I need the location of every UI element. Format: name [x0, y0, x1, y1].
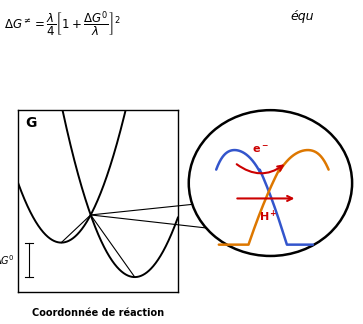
- Text: $\mathbf{e^-}$: $\mathbf{e^-}$: [252, 143, 269, 155]
- Text: $\Delta G^0$: $\Delta G^0$: [0, 253, 15, 267]
- Text: Coordonnée de réaction: Coordonnée de réaction: [32, 308, 164, 318]
- Text: $\mathbf{G}$: $\mathbf{G}$: [25, 116, 37, 130]
- Text: $\mathbf{H^+}$: $\mathbf{H^+}$: [259, 209, 278, 224]
- Text: $\Delta G^{\neq} = \dfrac{\lambda}{4}\left[1 + \dfrac{\Delta G^0}{\lambda}\right: $\Delta G^{\neq} = \dfrac{\lambda}{4}\le…: [4, 10, 120, 39]
- FancyArrowPatch shape: [237, 196, 292, 201]
- Text: équ: équ: [290, 10, 314, 23]
- FancyArrowPatch shape: [237, 164, 283, 173]
